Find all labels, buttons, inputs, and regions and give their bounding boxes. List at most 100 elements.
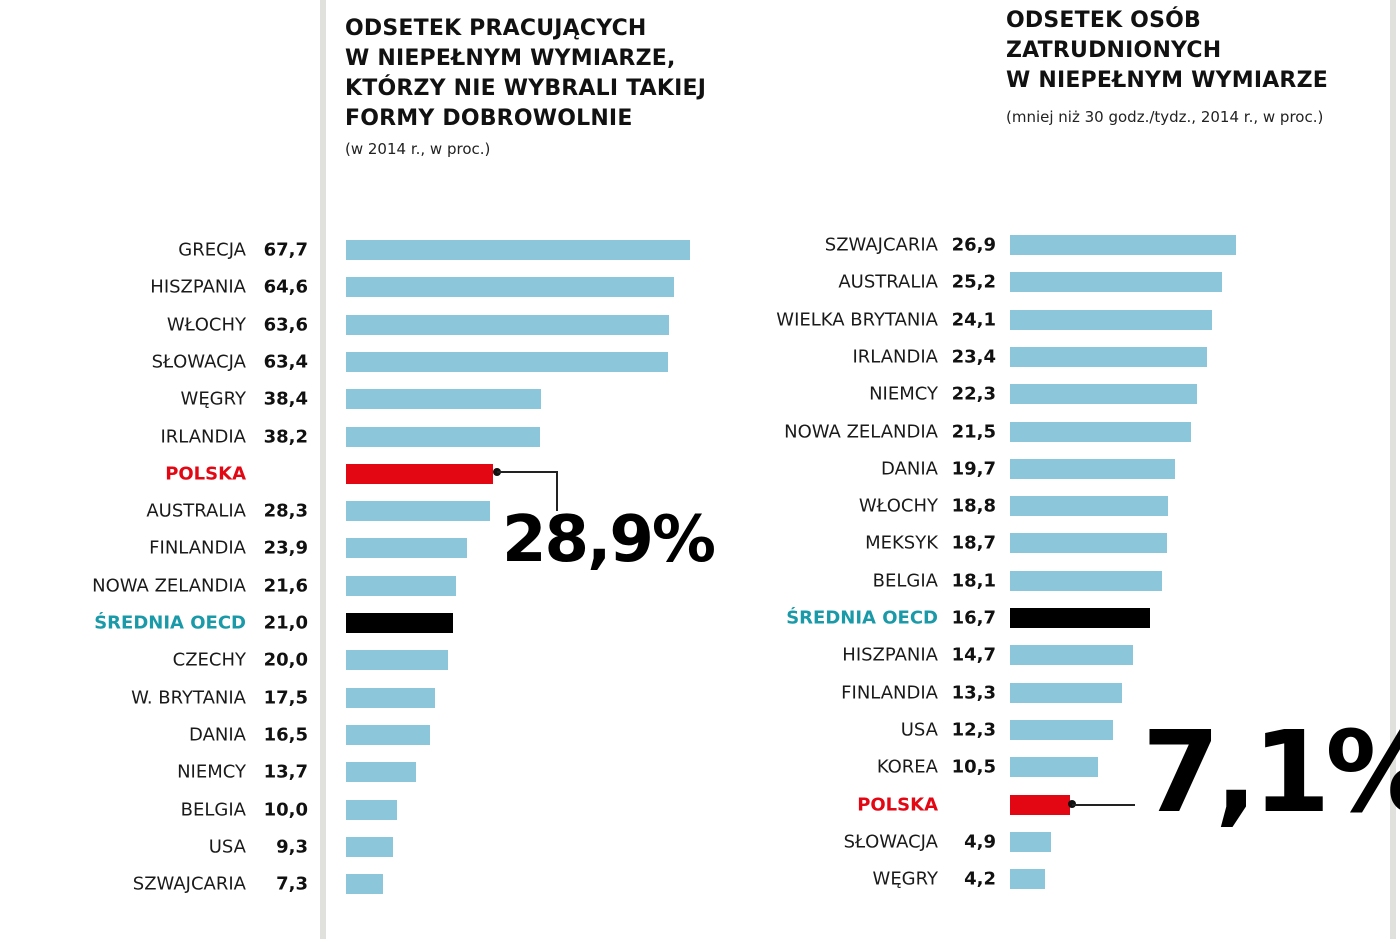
value-label: 25,2: [951, 271, 996, 293]
bar: [346, 277, 675, 298]
category-label: CZECHY: [172, 649, 246, 671]
category-label: SZWAJCARIA: [824, 234, 938, 256]
bar: [346, 650, 448, 671]
value-label: 16,7: [951, 607, 996, 629]
category-label: HISZPANIA: [842, 644, 938, 666]
right-callout-value: 7,1%: [1142, 708, 1400, 838]
value-label: 21,0: [263, 612, 308, 634]
category-label: NIEMCY: [869, 383, 938, 405]
bar: [346, 762, 416, 783]
title-line: FORMY DOBROWOLNIE: [345, 106, 633, 131]
value-label: 21,5: [951, 421, 996, 442]
category-label: FINLANDIA: [841, 682, 938, 704]
value-label: 22,3: [951, 383, 996, 405]
category-label: ŚREDNIA OECD: [94, 612, 246, 634]
value-label: 10,5: [951, 756, 996, 778]
callout-line: [497, 471, 557, 473]
bar: [346, 426, 541, 447]
value-label: 23,4: [951, 346, 996, 368]
category-label: USA: [208, 836, 246, 858]
bar: [1010, 384, 1198, 405]
value-label: 64,6: [263, 276, 308, 298]
title-line: W NIEPEŁNYM WYMIARZE,: [345, 46, 676, 71]
bar: [346, 538, 468, 559]
category-label: DANIA: [189, 724, 246, 746]
left-callout-value: 28,9%: [502, 503, 716, 577]
bar: [346, 799, 397, 820]
bar: [1010, 869, 1046, 890]
category-label: MEKSYK: [865, 532, 938, 554]
bar: [346, 575, 456, 596]
value-label: 20,0: [263, 649, 308, 671]
value-label: 28,3: [263, 500, 308, 522]
category-label: WŁOCHY: [166, 314, 246, 336]
value-label: 18,8: [951, 495, 996, 517]
value-label: 16,5: [263, 724, 308, 746]
value-label: 38,4: [263, 388, 308, 410]
value-label: 38,2: [263, 426, 308, 447]
bar: [346, 389, 542, 410]
category-label: DANIA: [881, 458, 938, 480]
bar: [1010, 309, 1213, 330]
category-label: SŁOWACJA: [151, 351, 246, 373]
title-line: ZATRUDNIONYCH: [1006, 38, 1222, 63]
category-label: NOWA ZELANDIA: [784, 421, 938, 442]
value-label: 7,3: [276, 873, 308, 895]
category-label: KOREA: [876, 756, 938, 778]
right-chart-title: ODSETEK OSÓB ZATRUDNIONYCH W NIEPEŁNYM W…: [1006, 6, 1328, 96]
category-label: AUSTRALIA: [146, 500, 246, 522]
category-label: BELGIA: [872, 570, 938, 592]
category-label: WŁOCHY: [858, 495, 938, 517]
bar: [1010, 794, 1070, 815]
bar: [1010, 458, 1176, 479]
value-label: 63,4: [263, 351, 308, 373]
bar: [1010, 496, 1168, 517]
category-label: W. BRYTANIA: [131, 687, 246, 709]
category-label: AUSTRALIA: [838, 271, 938, 293]
bar: [346, 874, 384, 895]
bar: [1010, 421, 1191, 442]
bar: [1010, 645, 1134, 666]
title-line: W NIEPEŁNYM WYMIARZE: [1006, 68, 1328, 93]
divider: [320, 0, 326, 939]
value-label: 17,5: [263, 687, 308, 709]
value-label: 12,3: [951, 719, 996, 741]
bar: [1010, 682, 1122, 703]
category-label: POLSKA: [165, 463, 246, 485]
divider: [1390, 0, 1396, 939]
value-label: 63,6: [263, 314, 308, 336]
category-label: USA: [900, 719, 938, 741]
title-line: ODSETEK OSÓB: [1006, 8, 1201, 33]
title-line: ODSETEK PRACUJĄCYCH: [345, 16, 647, 41]
category-label: IRLANDIA: [852, 346, 938, 368]
title-line: KTÓRZY NIE WYBRALI TAKIEJ: [345, 76, 707, 101]
category-label: FINLANDIA: [149, 537, 246, 559]
value-label: 4,9: [964, 831, 996, 853]
category-label: WĘGRY: [872, 868, 938, 890]
callout-line: [556, 471, 558, 511]
bar: [346, 687, 435, 708]
bar: [1010, 570, 1163, 591]
value-label: 4,2: [964, 868, 996, 890]
category-label: IRLANDIA: [160, 426, 246, 447]
bar: [1010, 346, 1207, 367]
value-label: 14,7: [951, 644, 996, 666]
bar: [1010, 608, 1151, 628]
category-label: HISZPANIA: [150, 276, 246, 298]
value-label: 67,7: [263, 239, 308, 261]
bar: [346, 240, 690, 260]
bar: [346, 501, 490, 522]
left-chart-subtitle: (w 2014 r., w proc.): [345, 140, 491, 158]
category-label: NIEMCY: [177, 761, 246, 783]
bar: [1010, 533, 1168, 554]
value-label: 13,7: [263, 761, 308, 783]
value-label: 9,3: [276, 836, 308, 858]
category-label: WIELKA BRYTANIA: [776, 309, 938, 331]
bar: [1010, 272, 1222, 293]
category-label: POLSKA: [857, 794, 938, 815]
value-label: 18,7: [951, 532, 996, 554]
bar: [346, 836, 394, 857]
category-label: ŚREDNIA OECD: [786, 607, 938, 629]
left-chart-title: ODSETEK PRACUJĄCYCH W NIEPEŁNYM WYMIARZE…: [345, 14, 706, 134]
value-label: 13,3: [951, 682, 996, 704]
